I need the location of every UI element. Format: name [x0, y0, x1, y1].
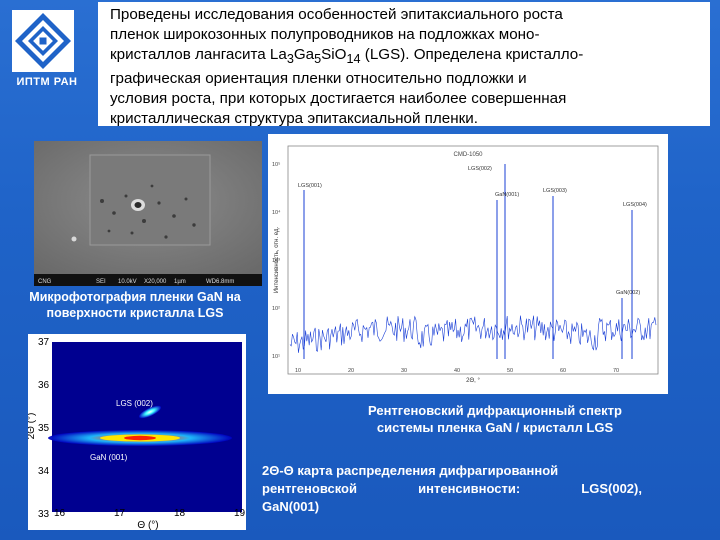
map-ylabel: 2Θ (°) — [28, 413, 37, 440]
intro-line-formula: кристаллов лангасита La3Ga5SiO14 (LGS). … — [110, 45, 700, 69]
map-xlabel: Θ (°) — [137, 520, 158, 530]
spectrum-y-tick: 10² — [272, 306, 280, 312]
map-y-tick: 37 — [38, 337, 50, 348]
spectrum-x-tick: 40 — [454, 368, 460, 374]
photo-footer-item: CNG — [38, 279, 52, 285]
intro-text: (LGS). Определена кристалло- — [360, 46, 584, 63]
caption-line: 2Θ-Θ карта распределения дифрагированной — [262, 463, 559, 478]
map-y-tick: 34 — [38, 466, 50, 477]
photo-footer-item: 10.0kV — [118, 279, 137, 285]
spectrum-title: CMD-1050 — [453, 152, 483, 158]
intro-line: Проведены исследования особенностей эпит… — [110, 6, 563, 23]
map-y-tick: 35 — [38, 423, 50, 434]
peak-label: GaN(001) — [495, 192, 519, 198]
intro-line: условия роста, при которых достигается н… — [110, 90, 567, 108]
intro-text-box: Проведены исследования особенностей эпит… — [98, 2, 710, 128]
subscript: 14 — [346, 52, 361, 67]
peak-label: LGS(001) — [298, 183, 322, 189]
caption-line: поверхности кристалла LGS — [46, 306, 224, 320]
subscript: 3 — [286, 52, 294, 67]
peak-label: LGS(002) — [468, 166, 492, 172]
map-label-gan: GaN (001) — [90, 453, 128, 462]
peak-label: LGS(004) — [623, 202, 647, 208]
logo-caption: ИПТМ РАН — [16, 76, 78, 88]
photo-caption: Микрофотография пленки GaN на поверхност… — [0, 289, 270, 321]
spectrum-x-tick: 10 — [295, 368, 301, 374]
intro-line: графическая ориентация пленки относитель… — [110, 70, 527, 88]
map-x-tick: 17 — [114, 508, 126, 519]
caption-line: GaN(001) — [262, 499, 320, 514]
map-y-tick: 36 — [38, 380, 50, 391]
caption-word: интенсивности: — [418, 481, 521, 496]
intro-line: пленок широкозонных полупроводников на п… — [110, 26, 540, 43]
spectrum-x-tick: 70 — [613, 368, 619, 374]
subscript: 5 — [314, 52, 322, 67]
caption-line: системы пленка GaN / кристалл LGS — [376, 420, 614, 435]
spectrum-x-tick: 50 — [507, 368, 513, 374]
photo-footer-item: X20,000 — [144, 279, 167, 285]
spectrum-y-tick: 10³ — [272, 258, 280, 264]
intro-text: кристаллов лангасита La — [110, 46, 287, 63]
diffraction-map: 37 36 35 34 33 16 17 18 19 LGS (002) GaN (001) … — [26, 334, 246, 531]
caption-line: Рентгеновский дифракционный спектр — [368, 403, 622, 418]
logo-emblem-icon — [12, 10, 74, 72]
xrd-spectrum: CMD-1050 10⁵ 10⁴ 10³ 10² 10¹ 10 20 30 40 50 60 70 … — [268, 134, 668, 394]
map-x-tick: 16 — [54, 508, 66, 519]
spectrum-x-tick: 60 — [560, 368, 566, 374]
map-x-tick: 19 — [234, 508, 246, 519]
spectrum-x-tick: 20 — [348, 368, 354, 374]
photo-footer-item: SEI — [96, 279, 106, 285]
intro-text: SiO — [321, 46, 347, 63]
institute-logo: ИПТМ РАН — [12, 10, 77, 96]
spectrum-y-tick: 10⁵ — [272, 161, 280, 168]
map-caption: 2Θ-Θ карта распределения дифрагированной… — [262, 462, 642, 516]
spectrum-caption: Рентгеновский дифракционный спектр систе… — [330, 402, 660, 436]
peak-label: LGS(003) — [543, 188, 567, 194]
photo-footer-item: WD6.8mm — [206, 279, 234, 285]
peak-label: GaN(002) — [616, 290, 640, 296]
intro-text: Ga — [293, 46, 315, 63]
photo-footer-item: 1µm — [174, 279, 186, 285]
map-y-tick: 33 — [38, 509, 50, 520]
caption-word: рентгеновской — [262, 481, 357, 496]
spectrum-y-tick: 10⁴ — [272, 209, 281, 216]
sem-micrograph: CNG SEI 10.0kV X20,000 1µm WD6.8mm — [34, 141, 262, 286]
map-x-tick: 18 — [174, 508, 186, 519]
caption-line-justified: рентгеновской интенсивности: LGS(002), — [262, 480, 642, 498]
spectrum-y-tick: 10¹ — [272, 354, 280, 360]
spectrum-ylabel: Интенсивность, отн. ед. — [274, 227, 280, 294]
spectrum-xlabel: 2Θ, ° — [466, 378, 480, 384]
caption-line: Микрофотография пленки GaN на — [29, 290, 241, 304]
spectrum-x-tick: 30 — [401, 368, 407, 374]
map-label-lgs: LGS (002) — [116, 399, 153, 408]
intro-line: кристаллическая структура эпитаксиальной… — [110, 110, 478, 128]
caption-word: LGS(002), — [581, 481, 642, 496]
